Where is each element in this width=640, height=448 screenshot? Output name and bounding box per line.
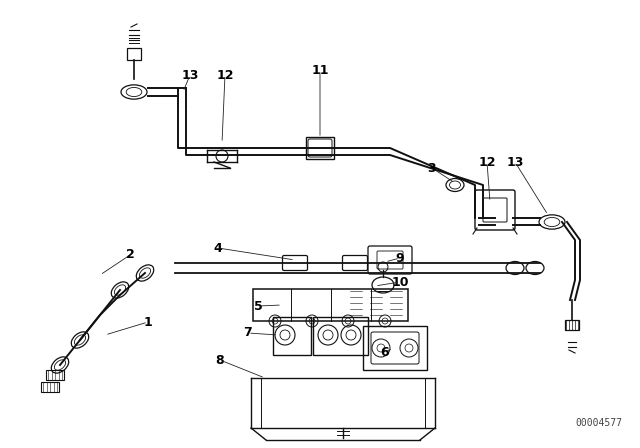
Text: 3: 3 bbox=[428, 161, 436, 175]
Text: 1: 1 bbox=[143, 315, 152, 328]
Text: 12: 12 bbox=[478, 155, 496, 168]
Text: 2: 2 bbox=[125, 249, 134, 262]
Text: 5: 5 bbox=[253, 300, 262, 313]
Text: 13: 13 bbox=[506, 155, 524, 168]
Bar bbox=[363, 326, 427, 370]
Text: 13: 13 bbox=[181, 69, 198, 82]
Text: 8: 8 bbox=[216, 353, 224, 366]
Text: 4: 4 bbox=[214, 241, 222, 254]
Text: 12: 12 bbox=[216, 69, 234, 82]
Text: 7: 7 bbox=[244, 327, 252, 340]
Text: 6: 6 bbox=[381, 345, 389, 358]
Bar bbox=[273, 317, 311, 355]
Text: 11: 11 bbox=[311, 64, 329, 77]
Bar bbox=[313, 317, 368, 355]
Text: 9: 9 bbox=[396, 251, 404, 264]
Text: 00004577: 00004577 bbox=[575, 418, 622, 428]
Text: 10: 10 bbox=[391, 276, 409, 289]
Bar bbox=[253, 289, 408, 321]
